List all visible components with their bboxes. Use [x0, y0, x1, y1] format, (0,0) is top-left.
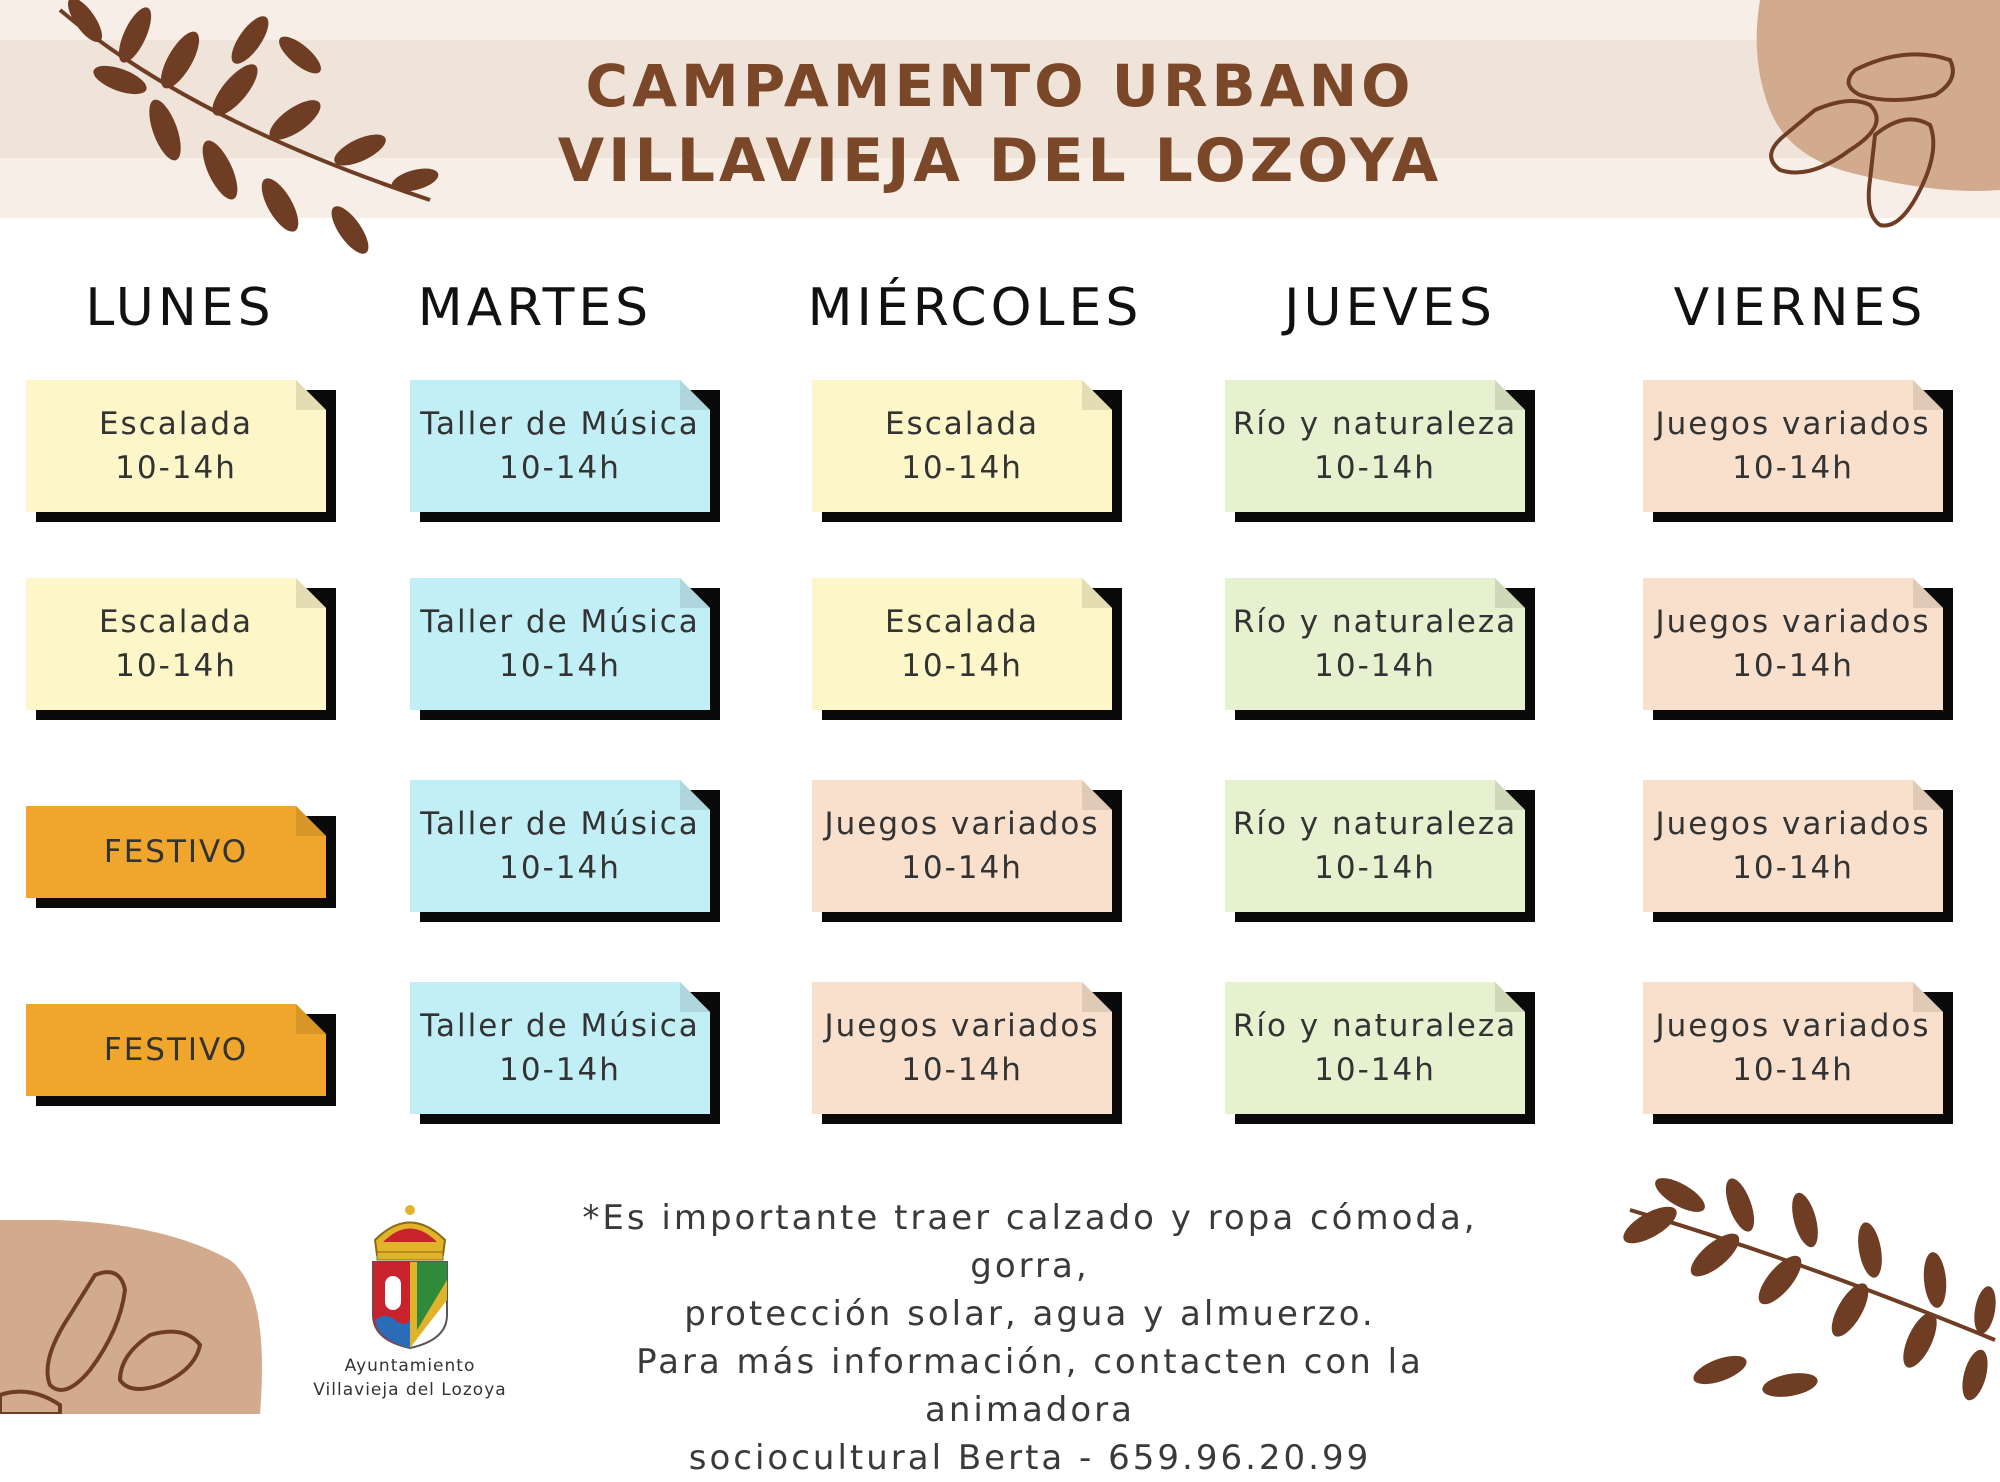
activity-card: Juegos variados 10-14h	[1643, 780, 1953, 922]
activity-card: Escalada 10-14h	[812, 380, 1122, 522]
page-title-line2: VILLAVIEJA DEL LOZOYA	[557, 126, 1443, 196]
activity-time: 10-14h	[1732, 850, 1854, 886]
activity-time: 10-14h	[499, 648, 621, 684]
card-face: Juegos variados 10-14h	[1643, 380, 1943, 512]
activity-time: 10-14h	[901, 850, 1023, 886]
header-band-middle	[0, 40, 2000, 158]
card-face: Taller de Música 10-14h	[410, 578, 710, 710]
activity-name: Río y naturaleza	[1232, 1008, 1518, 1044]
leaf-branch-top-left-icon	[58, 0, 439, 254]
activity-card: Río y naturaleza 10-14h	[1225, 380, 1535, 522]
activity-card: Juegos variados 10-14h	[812, 982, 1122, 1124]
card-face: Río y naturaleza 10-14h	[1225, 380, 1525, 512]
activity-name: FESTIVO	[103, 834, 249, 870]
activity-time: 10-14h	[1732, 1052, 1854, 1088]
card-face: Escalada 10-14h	[812, 380, 1112, 512]
activity-name: Río y naturaleza	[1232, 604, 1518, 640]
activity-time: 10-14h	[901, 450, 1023, 486]
activity-card: Juegos variados 10-14h	[1643, 982, 1953, 1124]
blob-top-right-icon	[1756, 0, 2000, 228]
card-face: Taller de Música 10-14h	[410, 780, 710, 912]
activity-name: Taller de Música	[420, 1008, 700, 1044]
card-face: Escalada 10-14h	[26, 380, 326, 512]
card-face: Río y naturaleza 10-14h	[1225, 780, 1525, 912]
activity-card: Taller de Música 10-14h	[410, 780, 720, 922]
activity-card: Río y naturaleza 10-14h	[1225, 780, 1535, 922]
activity-name: Juegos variados	[1655, 806, 1931, 842]
page-title-line1: CAMPAMENTO URBANO	[585, 52, 1415, 120]
activity-time: 10-14h	[1732, 648, 1854, 684]
activity-name: Escalada	[884, 604, 1040, 640]
footer-line: protección solar, agua y almuerzo.	[684, 1294, 1376, 1334]
activity-name: Río y naturaleza	[1232, 406, 1518, 442]
card-face: Juegos variados 10-14h	[1643, 982, 1943, 1114]
footer-note: *Es importante traer calzado y ropa cómo…	[540, 1194, 1520, 1482]
card-face: Escalada 10-14h	[812, 578, 1112, 710]
card-face: Río y naturaleza 10-14h	[1225, 982, 1525, 1114]
activity-time: 10-14h	[1314, 450, 1436, 486]
activity-name: Escalada	[884, 406, 1040, 442]
activity-name: Juegos variados	[1655, 1008, 1931, 1044]
card-face: Escalada 10-14h	[26, 578, 326, 710]
activity-name: Juegos variados	[824, 806, 1100, 842]
activity-time: 10-14h	[901, 648, 1023, 684]
leaf-branch-bottom-right-icon	[1623, 1178, 1996, 1401]
card-face: Taller de Música 10-14h	[410, 982, 710, 1114]
activity-time: 10-14h	[1732, 450, 1854, 486]
logo-label-line1: Ayuntamiento	[344, 1356, 476, 1376]
footer-line: *Es importante traer calzado y ropa cómo…	[582, 1198, 1478, 1286]
day-heading-viernes: VIERNES	[1673, 278, 1927, 338]
activity-name: Juegos variados	[824, 1008, 1100, 1044]
activity-card: Escalada 10-14h	[812, 578, 1122, 720]
day-heading-miercoles: MIÉRCOLES	[807, 278, 1143, 338]
card-face: Taller de Música 10-14h	[410, 380, 710, 512]
activity-card: Escalada 10-14h	[26, 578, 336, 720]
activity-card: Juegos variados 10-14h	[812, 780, 1122, 922]
day-heading-lunes: LUNES	[85, 278, 275, 338]
activity-card: FESTIVO	[26, 1004, 336, 1106]
activity-time: 10-14h	[1314, 1052, 1436, 1088]
card-face: Río y naturaleza 10-14h	[1225, 578, 1525, 710]
activity-card: Escalada 10-14h	[26, 380, 336, 522]
day-heading-jueves: JUEVES	[1284, 278, 1496, 338]
activity-name: Juegos variados	[1655, 604, 1931, 640]
activity-time: 10-14h	[901, 1052, 1023, 1088]
card-face: Juegos variados 10-14h	[812, 982, 1112, 1114]
footer-line: sociocultural Berta - 659.96.20.99	[688, 1438, 1372, 1478]
header-band-top	[0, 0, 2000, 40]
blob-bottom-left-icon	[0, 1220, 262, 1414]
activity-time: 10-14h	[499, 850, 621, 886]
activity-card: Juegos variados 10-14h	[1643, 578, 1953, 720]
activity-time: 10-14h	[1314, 648, 1436, 684]
card-face: Juegos variados 10-14h	[812, 780, 1112, 912]
day-heading-martes: MARTES	[417, 278, 653, 338]
activity-card: Taller de Música 10-14h	[410, 982, 720, 1124]
activity-card: Río y naturaleza 10-14h	[1225, 578, 1535, 720]
activity-name: Río y naturaleza	[1232, 806, 1518, 842]
activity-time: 10-14h	[115, 648, 237, 684]
activity-card: Taller de Música 10-14h	[410, 578, 720, 720]
activity-card: Taller de Música 10-14h	[410, 380, 720, 522]
activity-name: Escalada	[98, 406, 254, 442]
activity-name: Juegos variados	[1655, 406, 1931, 442]
activity-name: Taller de Música	[420, 806, 700, 842]
activity-name: Escalada	[98, 604, 254, 640]
activity-name: Taller de Música	[420, 406, 700, 442]
activity-card: FESTIVO	[26, 806, 336, 908]
coat-of-arms-icon	[372, 1205, 448, 1350]
card-face: Juegos variados 10-14h	[1643, 578, 1943, 710]
logo-label-line2: Villavieja del Lozoya	[313, 1380, 507, 1400]
activity-time: 10-14h	[115, 450, 237, 486]
activity-time: 10-14h	[499, 450, 621, 486]
activity-name: Taller de Música	[420, 604, 700, 640]
activity-time: 10-14h	[1314, 850, 1436, 886]
card-face: Juegos variados 10-14h	[1643, 780, 1943, 912]
activity-name: FESTIVO	[103, 1032, 249, 1068]
card-face: FESTIVO	[26, 1004, 326, 1096]
card-face: FESTIVO	[26, 806, 326, 898]
activity-card: Juegos variados 10-14h	[1643, 380, 1953, 522]
footer-line: Para más información, contacten con la a…	[636, 1342, 1424, 1430]
activity-card: Río y naturaleza 10-14h	[1225, 982, 1535, 1124]
activity-time: 10-14h	[499, 1052, 621, 1088]
